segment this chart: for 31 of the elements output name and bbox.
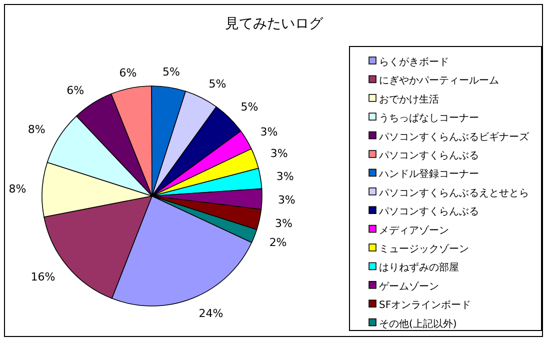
data-label: 3% — [260, 125, 278, 138]
legend-label: うちっぱなしコーナー — [379, 113, 479, 124]
data-label: 3% — [276, 170, 294, 183]
data-label: 8% — [8, 182, 26, 196]
legend-label: らくがきボード — [379, 57, 449, 68]
data-label: 3% — [275, 217, 293, 230]
legend-label: メディアゾーン — [379, 224, 449, 236]
legend-label: ゲームゾーン — [379, 280, 439, 292]
data-label: 5% — [208, 78, 226, 91]
data-label: 16% — [30, 270, 56, 284]
legend-label: その他(上記以外) — [379, 318, 457, 330]
legend-label: パソコンすくらんぶるえとせとら — [378, 188, 529, 199]
data-label: 8% — [28, 122, 46, 136]
data-label: 6% — [66, 84, 84, 97]
legend-label: パソコンすくらんぶる — [378, 206, 479, 218]
legend-label: にぎやかパーティールーム — [379, 76, 499, 87]
legend-label: ミュージックゾーン — [379, 243, 469, 255]
data-label: 2% — [269, 236, 287, 249]
data-label: 5% — [240, 100, 258, 114]
data-label: 3% — [270, 146, 288, 160]
legend-label: SFオンラインボード — [379, 300, 472, 312]
legend-label: おでかけ生活 — [379, 93, 439, 106]
data-label: 24% — [198, 306, 224, 320]
legend-label: ハンドル登録コーナー — [378, 168, 479, 180]
data-label: 5% — [162, 65, 180, 78]
legend-label: パソコンすくらんぶる — [378, 150, 479, 162]
chart-title: 見てみたいログ — [225, 16, 324, 32]
legend-label: パソコンすくらんぶるビギナーズ — [378, 130, 530, 143]
legend-label: はりねずみの部屋 — [379, 262, 459, 274]
data-label: 3% — [278, 194, 296, 207]
data-label: 6% — [119, 66, 137, 80]
